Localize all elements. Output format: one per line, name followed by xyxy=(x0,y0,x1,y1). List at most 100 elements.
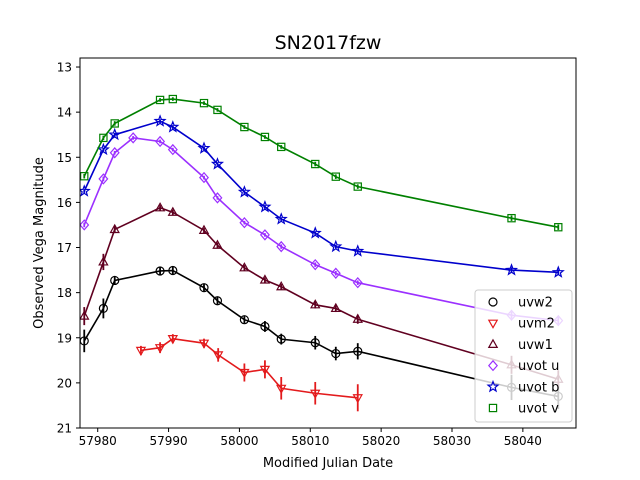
legend-label: uvw2 xyxy=(518,296,553,311)
data-point xyxy=(109,147,120,159)
data-point xyxy=(351,244,365,257)
data-point xyxy=(260,321,270,332)
data-point xyxy=(199,283,209,293)
chart-title: SN2017fzw xyxy=(275,32,382,54)
data-point xyxy=(167,335,179,345)
y-tick-label: 21 xyxy=(57,422,72,436)
data-point xyxy=(154,202,166,212)
data-point xyxy=(154,344,166,354)
data-point xyxy=(153,114,167,127)
data-point xyxy=(98,173,109,185)
legend-label: uvm2 xyxy=(518,317,555,332)
data-point xyxy=(135,346,147,357)
data-point xyxy=(259,365,271,376)
legend-item-uvw1: uvw1 xyxy=(487,338,553,353)
data-point xyxy=(310,389,321,399)
legend-box xyxy=(474,289,573,423)
legend-label: uvot u xyxy=(518,359,559,374)
data-point xyxy=(353,346,363,356)
data-point xyxy=(108,127,122,141)
data-point xyxy=(258,200,272,213)
legend-marker xyxy=(488,297,498,307)
y-tick-label: 16 xyxy=(57,196,72,210)
series-line xyxy=(83,137,559,322)
data-point xyxy=(330,302,342,313)
data-point xyxy=(277,142,286,152)
y-tick-label: 18 xyxy=(57,286,72,300)
data-point xyxy=(259,229,270,241)
y-tick-label: 20 xyxy=(57,376,72,390)
data-point xyxy=(212,192,223,204)
legend-marker xyxy=(488,359,498,372)
data-point xyxy=(213,105,222,115)
data-point xyxy=(197,141,211,154)
data-point xyxy=(80,184,91,197)
data-point xyxy=(198,224,210,234)
series-uvw2 xyxy=(80,265,563,410)
data-point xyxy=(80,310,90,320)
legend-item-uvm2: uvm2 xyxy=(487,317,555,332)
data-point xyxy=(210,157,225,170)
data-point xyxy=(239,315,249,325)
y-tick-label: 13 xyxy=(57,61,72,75)
data-point xyxy=(276,281,287,291)
data-point xyxy=(274,212,288,225)
legend-label: uvot b xyxy=(518,380,559,395)
data-point xyxy=(310,299,321,309)
series-line xyxy=(83,98,559,228)
data-point xyxy=(212,239,223,249)
legend-label: uvot v xyxy=(518,402,559,417)
data-point xyxy=(155,95,165,105)
data-point xyxy=(308,226,322,239)
data-point xyxy=(330,267,341,279)
series-uvot-v xyxy=(80,94,563,232)
plot-frame xyxy=(79,57,577,429)
data-point xyxy=(168,94,178,104)
data-point xyxy=(98,303,108,314)
data-point xyxy=(260,132,270,142)
data-point xyxy=(99,133,108,143)
data-point xyxy=(110,275,120,286)
data-point xyxy=(212,296,223,306)
legend-label: uvw1 xyxy=(518,338,553,353)
data-point xyxy=(168,265,178,276)
data-point xyxy=(198,339,210,349)
y-tick-label: 19 xyxy=(57,331,72,345)
legend-marker xyxy=(488,403,498,413)
data-point xyxy=(155,135,166,148)
legend-item-uvot-b: uvot b xyxy=(486,379,559,395)
y-axis: 13 14 15 16 17 18 19 20 21 xyxy=(57,61,80,436)
x-tick-label: 58020 xyxy=(362,434,400,448)
data-point xyxy=(166,120,180,133)
data-point xyxy=(507,213,516,223)
x-tick-label: 58040 xyxy=(504,434,542,448)
legend-marker xyxy=(487,338,499,348)
data-point xyxy=(311,159,320,169)
data-point xyxy=(276,240,287,253)
legend-item-uvot-v: uvot v xyxy=(488,402,559,417)
legend: uvw2 uvm2 uvw1 uvot u uvot b uvot v xyxy=(474,289,573,423)
data-point xyxy=(155,266,165,276)
series-line xyxy=(83,120,559,274)
data-point xyxy=(352,394,363,404)
data-point xyxy=(276,384,287,395)
data-point xyxy=(237,185,251,198)
data-point xyxy=(310,258,321,271)
data-point xyxy=(276,334,286,344)
legend-item-uvot-u: uvot u xyxy=(488,359,559,374)
data-point xyxy=(109,223,120,234)
data-point xyxy=(110,119,119,128)
y-tick-label: 14 xyxy=(57,106,72,120)
data-point xyxy=(239,368,250,379)
y-tick-label: 15 xyxy=(57,151,72,165)
series-uvot-b xyxy=(80,114,565,278)
data-point xyxy=(331,172,340,181)
data-point xyxy=(80,219,90,231)
data-point xyxy=(80,172,89,181)
data-point xyxy=(167,206,179,216)
data-point xyxy=(259,274,271,284)
data-point xyxy=(128,132,139,144)
data-point xyxy=(240,122,249,132)
data-point xyxy=(199,98,209,108)
